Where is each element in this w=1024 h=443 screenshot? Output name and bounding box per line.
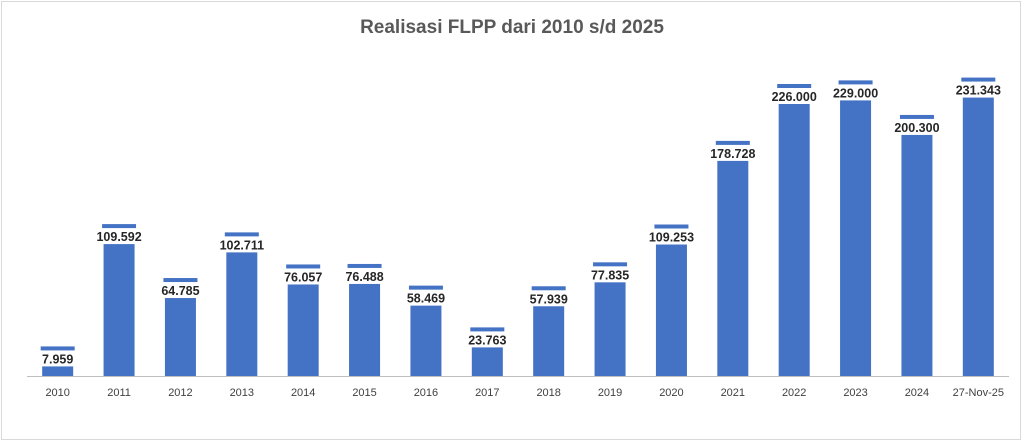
x-tick-label-2022: 2022 [782, 387, 806, 399]
bar-2020 [655, 244, 687, 376]
value-label-2013: 102.711 [220, 238, 265, 252]
x-tick-label-2023: 2023 [843, 387, 867, 399]
bar-cap-2012 [163, 278, 198, 283]
bar-2021 [717, 160, 749, 376]
x-tick-label-2020: 2020 [659, 387, 683, 399]
x-tick-label-27-Nov-25: 27-Nov-25 [953, 387, 1004, 399]
x-tick-label-2014: 2014 [291, 387, 315, 399]
bar-cap-2023 [838, 80, 873, 85]
value-label-27-Nov-25: 231.343 [956, 84, 1001, 98]
value-labels-group: 7.959 109.592 64.785 102.711 76.057 76.488 58.… [42, 84, 1001, 367]
value-label-2017: 23.763 [468, 333, 506, 347]
x-tick-label-2011: 2011 [107, 387, 131, 399]
bar-2019 [594, 282, 626, 376]
value-label-2024: 200.300 [894, 121, 939, 135]
value-label-2014: 76.057 [284, 270, 322, 284]
value-label-2011: 109.592 [96, 230, 141, 244]
chart-title: Realisasi FLPP dari 2010 s/d 2025 [360, 17, 664, 38]
bar-cap-2024 [899, 114, 934, 119]
bar-cap-2018 [531, 286, 566, 291]
bar-2012 [164, 298, 196, 376]
x-tick-label-2016: 2016 [414, 387, 438, 399]
bars-group [40, 77, 996, 376]
bar-cap-2015 [347, 263, 382, 268]
bar-2016 [410, 305, 442, 376]
tick-labels-group: 2010 2011 2012 2013 2014 2015 2016 2017 2018 2019… [45, 387, 1004, 399]
bar-27-Nov-25 [962, 97, 994, 376]
value-label-2022: 226.000 [772, 90, 817, 104]
bar-cap-2020 [654, 224, 689, 229]
bar-cap-2016 [408, 285, 443, 290]
x-tick-label-2021: 2021 [721, 387, 745, 399]
x-tick-label-2017: 2017 [475, 387, 499, 399]
bar-cap-2011 [102, 224, 137, 229]
value-label-2016: 58.469 [407, 292, 445, 306]
bar-2018 [533, 306, 565, 376]
bar-cap-2022 [777, 84, 812, 89]
bar-2023 [840, 100, 872, 376]
bar-2011 [103, 244, 135, 376]
value-label-2019: 77.835 [591, 268, 629, 282]
bar-2024 [901, 134, 933, 376]
x-tick-label-2018: 2018 [536, 387, 560, 399]
value-label-2020: 109.253 [649, 231, 694, 245]
value-label-2010: 7.959 [42, 352, 73, 366]
bar-cap-2021 [715, 140, 750, 145]
bar-cap-2013 [224, 232, 259, 237]
bar-2015 [349, 283, 381, 376]
value-label-2021: 178.728 [710, 147, 755, 161]
x-tick-label-2024: 2024 [905, 387, 929, 399]
bar-cap-2017 [470, 327, 505, 332]
bar-cap-2019 [593, 262, 628, 267]
x-tick-label-2015: 2015 [352, 387, 376, 399]
value-label-2012: 64.785 [161, 284, 199, 298]
x-tick-label-2013: 2013 [230, 387, 254, 399]
value-label-2015: 76.488 [345, 270, 383, 284]
bar-cap-27-Nov-25 [961, 77, 996, 82]
bar-2013 [226, 252, 258, 376]
x-tick-label-2019: 2019 [598, 387, 622, 399]
x-tick-label-2010: 2010 [45, 387, 69, 399]
bar-cap-2014 [286, 264, 321, 269]
bar-2010 [42, 366, 74, 376]
x-tick-label-2012: 2012 [168, 387, 192, 399]
bar-2022 [778, 104, 810, 376]
bar-2017 [471, 347, 503, 376]
bar-2014 [287, 284, 319, 376]
bar-cap-2010 [40, 346, 75, 351]
value-label-2018: 57.939 [530, 292, 568, 306]
value-label-2023: 229.000 [833, 86, 878, 100]
